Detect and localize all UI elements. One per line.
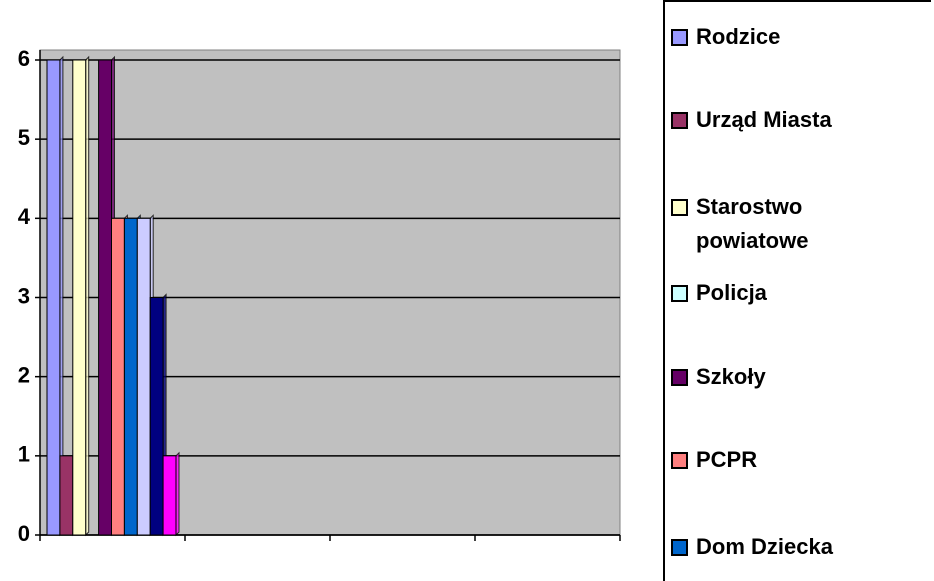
y-tick-label: 4 bbox=[18, 204, 31, 229]
bar bbox=[162, 455, 177, 536]
y-tick-label: 1 bbox=[18, 442, 30, 467]
legend-swatch bbox=[671, 369, 688, 386]
legend-entry: Urząd Miasta bbox=[671, 107, 896, 137]
legend-label: Rodzice bbox=[696, 24, 781, 49]
legend-label: Szkoły bbox=[696, 364, 766, 389]
legend-swatch bbox=[671, 29, 688, 46]
bar bbox=[98, 59, 112, 536]
bar bbox=[111, 217, 125, 536]
legend-label: Dom Dziecka bbox=[696, 534, 833, 559]
legend-entry: Szkoły bbox=[671, 364, 896, 394]
y-tick-label: 3 bbox=[18, 283, 30, 308]
legend-label: Policja bbox=[696, 280, 767, 305]
bar bbox=[46, 59, 61, 536]
legend-entry: Policja bbox=[671, 280, 896, 310]
legend-swatch bbox=[671, 539, 688, 556]
bar bbox=[123, 217, 138, 536]
legend-swatch bbox=[671, 112, 688, 129]
legend-swatch bbox=[671, 452, 688, 469]
legend-entry: Starostwo powiatowe bbox=[671, 194, 896, 258]
y-tick-label: 5 bbox=[18, 125, 30, 150]
legend-label: Urząd Miasta bbox=[696, 107, 832, 132]
bar bbox=[72, 59, 87, 536]
chart: 0 1 2 3 4 5 6 bbox=[18, 46, 621, 546]
bar bbox=[136, 217, 151, 536]
legend: Rodzice Urząd Miasta Starostwo powiatowe Po… bbox=[663, 0, 931, 581]
legend-swatch bbox=[671, 199, 688, 216]
legend-entry: Dom Dziecka bbox=[671, 534, 896, 564]
legend-entry: PCPR bbox=[671, 447, 896, 477]
y-tick-label: 0 bbox=[18, 521, 30, 546]
legend-swatch bbox=[671, 285, 688, 302]
bar bbox=[149, 297, 164, 536]
legend-label: Starostwo powiatowe bbox=[696, 194, 809, 253]
legend-label: PCPR bbox=[696, 447, 758, 472]
bar bbox=[59, 455, 74, 536]
y-tick-label: 6 bbox=[18, 46, 30, 71]
y-tick-label: 2 bbox=[18, 362, 30, 387]
legend-entry: Rodzice bbox=[671, 24, 896, 54]
